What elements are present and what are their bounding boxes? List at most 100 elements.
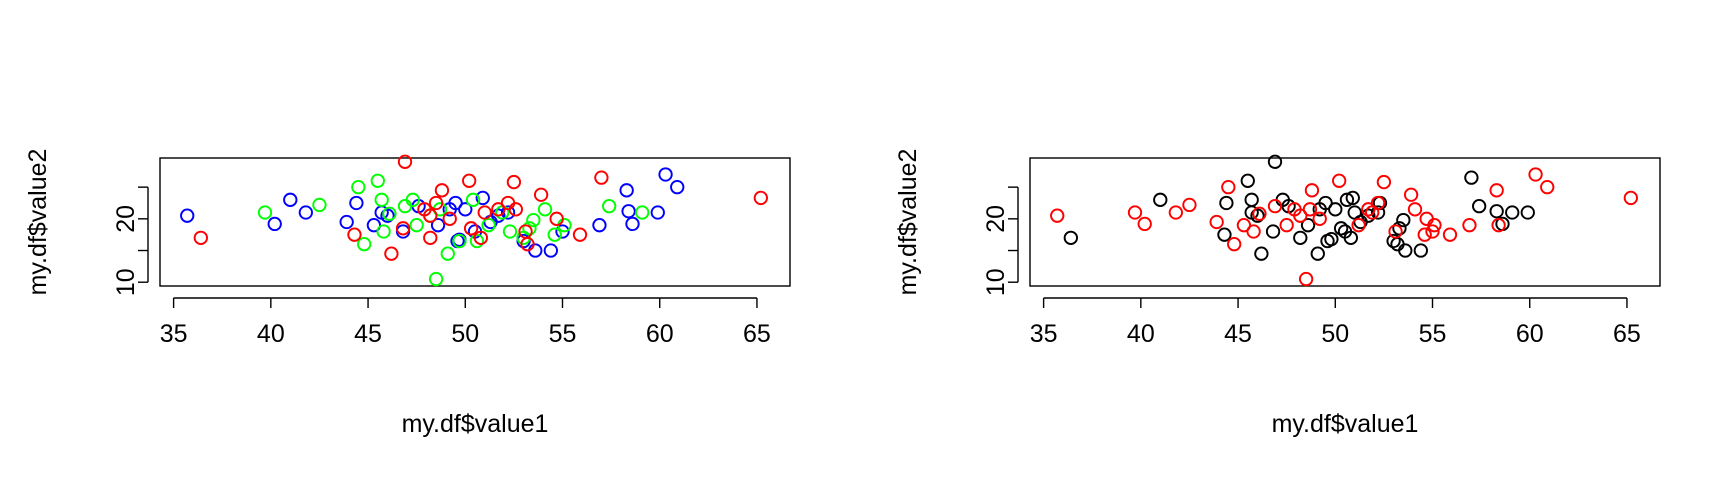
data-point xyxy=(481,218,496,233)
x-tick-label: 40 xyxy=(1127,320,1155,348)
data-point xyxy=(520,237,535,252)
data-point xyxy=(1419,211,1434,226)
data-point xyxy=(1293,230,1308,245)
data-point xyxy=(1168,205,1183,220)
data-point xyxy=(1267,154,1283,169)
data-point xyxy=(423,208,438,223)
y-axis: 10 20 xyxy=(982,186,1019,296)
data-point xyxy=(477,205,492,220)
data-point xyxy=(267,216,282,232)
data-point xyxy=(463,221,479,236)
data-point xyxy=(1300,218,1316,233)
data-point xyxy=(522,221,537,236)
data-point xyxy=(469,233,485,249)
data-point xyxy=(1413,243,1428,258)
data-point xyxy=(405,192,420,207)
data-point xyxy=(370,173,385,188)
x-tick-label: 40 xyxy=(257,320,285,348)
data-point xyxy=(1361,202,1376,217)
data-point xyxy=(619,183,634,198)
y-axis-title: my.df$value2 xyxy=(24,149,52,296)
x-tick-label: 50 xyxy=(1321,320,1349,348)
data-point xyxy=(1318,195,1333,211)
data-point xyxy=(452,233,467,249)
data-point xyxy=(1127,205,1143,220)
data-point xyxy=(635,205,650,220)
data-point xyxy=(434,183,450,198)
y-tick-label: 10 xyxy=(112,268,140,296)
data-point xyxy=(1491,218,1506,233)
data-point xyxy=(1324,231,1339,247)
data-point xyxy=(1217,227,1232,242)
data-point xyxy=(1252,206,1267,221)
data-point xyxy=(594,170,609,185)
data-point xyxy=(1370,205,1386,220)
data-point xyxy=(298,205,313,220)
data-point xyxy=(1293,208,1308,223)
data-point xyxy=(1623,190,1638,206)
y-tick-label: 10 xyxy=(982,268,1010,296)
data-point xyxy=(1137,216,1152,232)
data-point xyxy=(1376,174,1392,190)
y-axis-title: my.df$value2 xyxy=(894,149,922,296)
data-point xyxy=(1050,208,1065,223)
x-tick-label: 35 xyxy=(1030,320,1058,348)
data-point xyxy=(1462,218,1477,233)
data-point xyxy=(528,243,543,258)
data-point xyxy=(1279,218,1294,233)
data-point xyxy=(1351,218,1366,233)
data-point xyxy=(440,246,455,261)
data-point xyxy=(257,205,273,220)
data-point xyxy=(1528,167,1543,182)
data-point xyxy=(543,243,558,258)
data-point xyxy=(339,214,354,230)
data-point xyxy=(547,227,562,242)
data-point xyxy=(526,212,541,228)
x-tick-label: 55 xyxy=(1419,320,1447,348)
plot-box xyxy=(159,157,791,287)
data-point xyxy=(351,179,366,195)
x-tick-label: 35 xyxy=(160,320,188,348)
data-point xyxy=(374,192,389,207)
data-point xyxy=(430,218,446,233)
x-axis: 35 40 45 50 55 60 65 xyxy=(1030,297,1641,348)
data-point xyxy=(625,216,640,232)
data-point xyxy=(1398,243,1413,258)
data-point xyxy=(409,218,424,233)
data-point xyxy=(1388,224,1403,239)
data-point xyxy=(1265,224,1281,239)
data-point xyxy=(753,190,768,206)
data-point xyxy=(1310,246,1325,261)
data-point xyxy=(1240,173,1255,188)
data-point xyxy=(312,197,327,213)
data-point xyxy=(650,205,665,220)
x-axis-title: my.df$value1 xyxy=(1272,410,1419,438)
data-point xyxy=(428,271,444,287)
data-point xyxy=(1244,192,1259,207)
data-point xyxy=(1370,195,1386,211)
data-point xyxy=(508,202,523,217)
data-point xyxy=(549,211,564,226)
data-point xyxy=(572,227,588,242)
data-point xyxy=(1442,227,1458,242)
data-point xyxy=(500,195,516,211)
data-points xyxy=(180,154,768,287)
data-point xyxy=(349,195,364,211)
x-tick-label: 65 xyxy=(743,320,771,348)
data-point xyxy=(193,230,208,245)
data-point xyxy=(448,195,463,211)
data-point xyxy=(283,192,298,207)
scatter-panel-right: 35 40 45 50 55 60 65 10 20 my.df$value1 my.df$v… xyxy=(894,149,1661,438)
data-point xyxy=(458,202,473,217)
data-point xyxy=(395,221,411,236)
data-point xyxy=(533,187,549,202)
data-point xyxy=(1267,199,1283,214)
x-tick-label: 60 xyxy=(646,320,674,348)
data-point xyxy=(1403,187,1419,202)
data-point xyxy=(1505,205,1520,220)
data-point xyxy=(1407,202,1423,217)
x-axis-title: my.df$value1 xyxy=(402,410,549,438)
data-point xyxy=(428,195,444,211)
data-point xyxy=(380,208,395,223)
x-axis: 35 40 45 50 55 60 65 xyxy=(160,297,771,348)
